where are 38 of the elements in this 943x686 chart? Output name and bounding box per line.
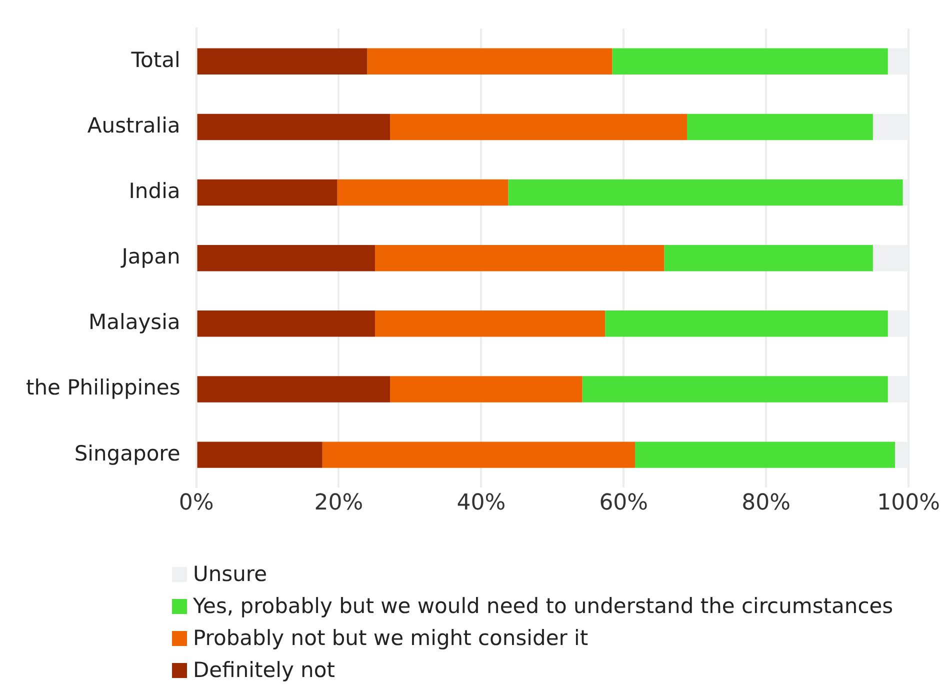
bar: [197, 442, 322, 468]
bar: [375, 244, 664, 272]
bar: [322, 442, 636, 468]
bar: [390, 376, 582, 402]
y-tick-label: Malaysia: [88, 310, 180, 334]
legend-label: Unsure: [193, 562, 268, 586]
bar: [337, 179, 508, 206]
bar: [375, 310, 606, 337]
y-tick-label: Australia: [87, 113, 180, 138]
bar: [367, 48, 612, 74]
bar: [390, 114, 688, 140]
x-tick-label: 80%: [742, 490, 791, 516]
bar: [687, 114, 873, 140]
bar: [635, 442, 896, 468]
bar: [508, 179, 903, 206]
y-tick-label: Total: [130, 48, 180, 72]
legend-label: Yes, probably but we would need to understand the circumstances: [193, 594, 894, 618]
y-tick-label: Singapore: [74, 441, 180, 466]
bar: [197, 48, 368, 74]
bar: [582, 376, 888, 402]
x-tick-label: 0%: [178, 490, 214, 516]
y-tick-label: Japan: [120, 244, 180, 269]
x-tick-label: 100%: [877, 490, 940, 516]
bar: [197, 179, 338, 206]
x-tick-label: 40%: [456, 490, 506, 516]
legend-label: Probably not but we might consider it: [193, 626, 588, 650]
bar: [197, 114, 390, 140]
bar: [197, 244, 376, 272]
bar: [605, 310, 888, 337]
bar: [612, 48, 888, 74]
bar: [197, 376, 390, 402]
legend-label: Definitely not: [193, 658, 335, 682]
x-tick-label: 20%: [314, 490, 364, 516]
bar: [197, 310, 376, 337]
y-tick-label: the Philippines: [26, 376, 180, 400]
x-tick-label: 60%: [599, 490, 648, 516]
y-tick-label: India: [128, 178, 180, 203]
bar: [664, 244, 873, 272]
